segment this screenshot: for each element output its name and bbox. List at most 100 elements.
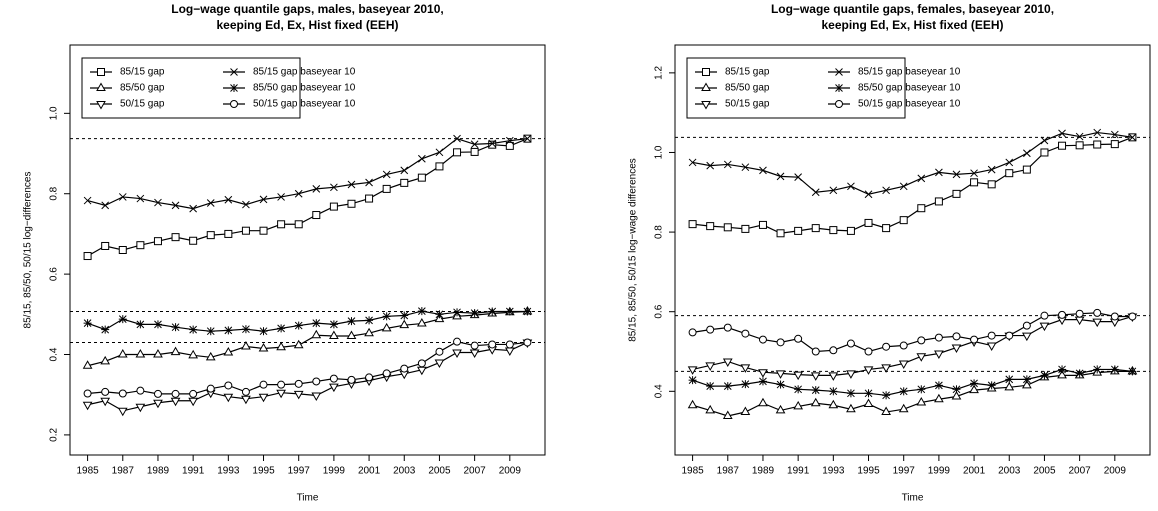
marker (722, 410, 733, 419)
marker (776, 229, 785, 238)
marker-shape (504, 347, 515, 356)
marker (347, 180, 356, 189)
marker-shape (206, 384, 215, 393)
legend: 85/15 gap 85/50 gap 50/15 gap 85/15 gap bas… (81, 57, 356, 119)
marker (417, 307, 426, 316)
marker-shape (241, 340, 251, 350)
marker (453, 134, 461, 143)
marker-shape (723, 323, 732, 332)
marker (881, 364, 891, 373)
marker-stroke (987, 165, 996, 174)
marker-shape (758, 397, 768, 407)
marker-shape (101, 241, 110, 250)
marker (82, 360, 93, 369)
marker (759, 166, 767, 175)
plot-frame (674, 44, 1151, 456)
marker (154, 198, 162, 207)
marker-shape (688, 328, 697, 337)
marker (702, 68, 710, 76)
marker (96, 101, 106, 110)
marker-shape (899, 341, 908, 350)
marker (435, 347, 444, 356)
marker (1058, 310, 1067, 319)
marker (277, 220, 286, 229)
marker (741, 163, 750, 172)
marker (118, 389, 127, 398)
marker (969, 384, 979, 394)
marker (1128, 367, 1137, 376)
marker (523, 307, 532, 316)
marker (1021, 379, 1032, 389)
marker (810, 397, 821, 407)
marker-shape (82, 401, 93, 411)
marker (136, 320, 145, 329)
marker (329, 374, 338, 383)
marker (435, 162, 444, 171)
marker-shape (810, 397, 821, 407)
marker (101, 241, 110, 250)
series-line (692, 315, 1133, 376)
chart-panel: Log−wage quantile gaps, females, baseyea… (628, 2, 1151, 504)
marker-shape (1092, 318, 1103, 328)
marker-shape (970, 178, 979, 187)
marker-stroke (1022, 149, 1031, 158)
y-tick-label: 0.6 (654, 304, 665, 318)
marker (241, 395, 251, 405)
marker-shape (118, 246, 127, 254)
marker-shape (346, 330, 357, 340)
marker-shape (381, 322, 392, 332)
marker (706, 325, 715, 334)
marker (224, 229, 233, 238)
marker (188, 349, 199, 359)
marker-shape (293, 390, 304, 400)
marker-shape (794, 226, 803, 235)
marker-shape (705, 404, 716, 414)
marker-shape (100, 397, 111, 407)
marker-shape (153, 349, 163, 358)
marker-shape (294, 220, 303, 229)
marker (153, 237, 162, 246)
marker (312, 185, 321, 193)
marker-stroke (330, 183, 338, 192)
marker (230, 68, 238, 76)
marker (1005, 158, 1014, 167)
marker (811, 347, 820, 356)
x-tick-label: 1995 (252, 466, 275, 477)
marker (882, 391, 891, 400)
marker-stroke (829, 186, 838, 195)
marker (258, 342, 269, 352)
x-tick-label: 2007 (464, 466, 487, 477)
marker-shape (740, 364, 751, 373)
marker (1040, 311, 1049, 320)
marker-shape (312, 377, 321, 386)
marker (776, 172, 785, 181)
marker-shape (117, 407, 128, 417)
marker-stroke (230, 68, 238, 76)
marker (329, 330, 339, 340)
marker-stroke (1128, 133, 1137, 142)
marker (259, 327, 268, 336)
marker-shape (882, 224, 891, 233)
y-tick-label: 1.0 (654, 145, 665, 159)
marker (706, 222, 715, 231)
marker (170, 346, 181, 356)
marker-shape (793, 371, 804, 381)
y-tick-label: 0.8 (49, 186, 60, 200)
marker (828, 372, 839, 381)
marker (794, 173, 803, 182)
marker (863, 366, 874, 375)
marker-stroke (864, 190, 873, 199)
marker-shape (741, 329, 750, 338)
marker (346, 330, 357, 340)
marker-shape (864, 218, 873, 227)
chart-title: Log−wage quantile gaps, females, baseyea… (771, 2, 1054, 16)
marker-stroke (706, 161, 715, 170)
marker-shape (702, 68, 710, 76)
marker-shape (1075, 309, 1084, 318)
marker (811, 386, 820, 395)
marker (723, 382, 732, 391)
y-tick-label: 0.6 (49, 267, 60, 281)
marker-stroke (776, 172, 785, 181)
marker (829, 186, 838, 195)
marker (811, 224, 820, 233)
